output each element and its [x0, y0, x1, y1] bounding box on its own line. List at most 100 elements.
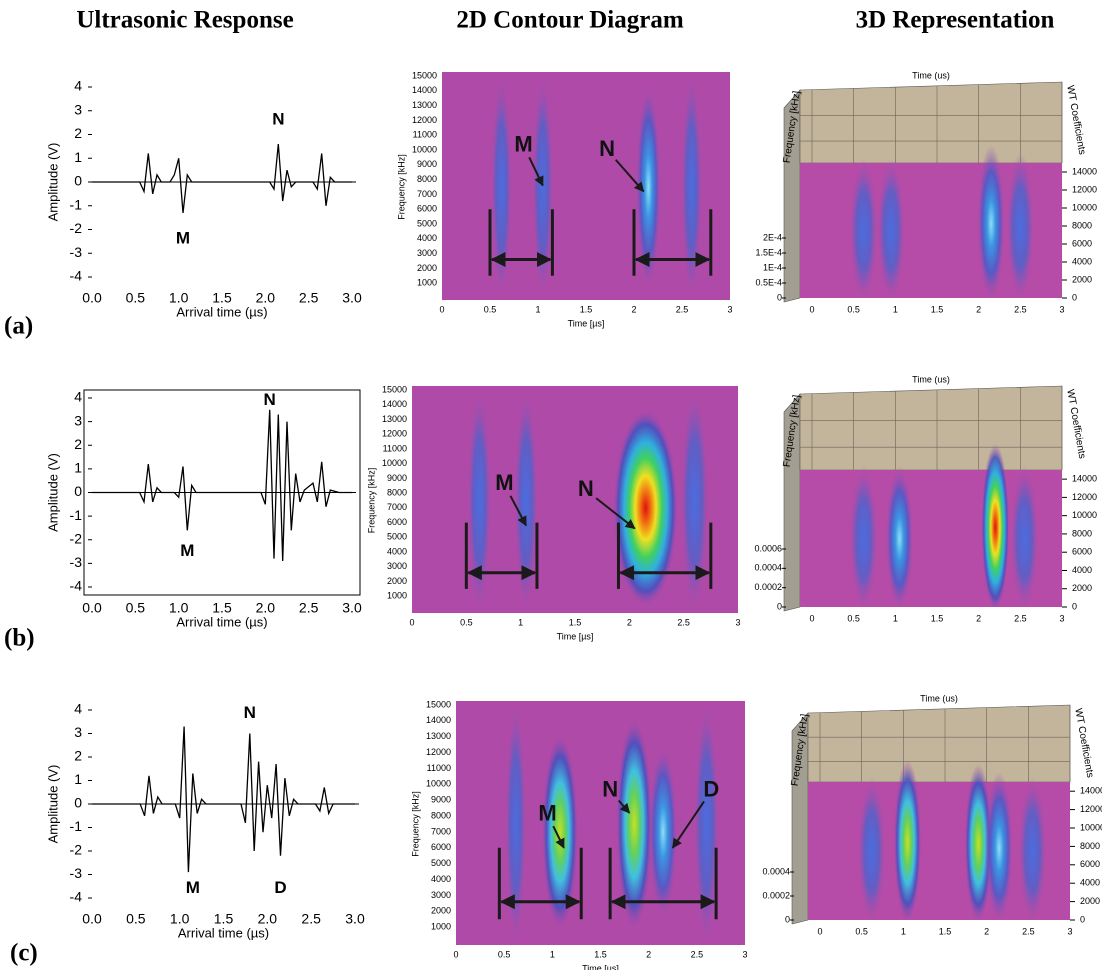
x-axis-label: Time [µs] [568, 318, 605, 328]
x-tick-label: 3 [735, 617, 740, 627]
x-tick-label: 2.5 [1022, 926, 1035, 936]
z-tick-label: 1.5E-4 [755, 247, 782, 257]
surface-peak [850, 159, 878, 302]
y-tick-label: 1000 [387, 591, 407, 601]
surface-peak [886, 466, 914, 611]
y-tick-label: 15000 [412, 70, 437, 80]
y-tick-label: 2 [74, 125, 82, 141]
y-tick-label: 4000 [431, 874, 451, 884]
annotation: M [538, 800, 556, 825]
x-tick-label: 0.0 [82, 290, 102, 306]
y-tick-label: 3000 [387, 561, 407, 571]
y-tick-label: 8000 [431, 810, 451, 820]
y-tick-label: 14000 [1072, 166, 1097, 176]
y-tick-label: 1 [74, 460, 82, 476]
y-tick-label: 12000 [1072, 184, 1097, 194]
z-tick-label: 0.0002 [754, 582, 782, 592]
x-tick-label: 2.0 [256, 600, 276, 616]
x-tick-label: 0 [809, 304, 814, 314]
y-tick-label: 10000 [1080, 822, 1102, 832]
waveform [92, 410, 352, 561]
y-tick-label: 6000 [431, 842, 451, 852]
y-tick-label: 3 [74, 101, 82, 117]
y-tick-label: 3000 [431, 890, 451, 900]
y-tick-label: 3 [74, 412, 82, 428]
annotation: M [514, 131, 532, 156]
annotation: N [272, 110, 284, 129]
annotation: D [703, 776, 719, 801]
x-tick-label: 1.5 [931, 613, 944, 623]
x-tick-label: 2 [646, 949, 651, 959]
row-label: (b) [4, 625, 35, 652]
y-tick-label: 10000 [1072, 510, 1097, 520]
figure: Ultrasonic Response 2D Contour Diagram 3… [0, 0, 1102, 970]
y-tick-label: 12000 [426, 747, 451, 757]
y-tick-label: 14000 [412, 85, 437, 95]
z-tick-label: 0.0006 [754, 543, 782, 553]
waveform [92, 727, 355, 873]
y-tick-label: 1 [74, 771, 82, 787]
y-tick-label: 11000 [383, 443, 407, 453]
x-tick-label: 2.5 [691, 949, 704, 959]
y-tick-label: 4000 [1080, 878, 1100, 888]
x-tick-label: 2.5 [1014, 304, 1027, 314]
x-tick-label: 2.5 [1014, 613, 1027, 623]
y-tick-label: 2 [74, 436, 82, 452]
y-axis-label: Frequency [kHz] [366, 468, 376, 534]
y-tick-label: 13000 [426, 731, 451, 741]
x-tick-label: 1.5 [212, 600, 232, 616]
y-tick-label: 4000 [387, 546, 407, 556]
y-tick-label: 9000 [431, 795, 451, 805]
x-tick-label: 0.5 [498, 949, 511, 959]
z-tick-label: 0 [785, 914, 790, 924]
y-tick-label: 7000 [387, 502, 407, 512]
z-axis-label: WT Coefficients [1072, 707, 1095, 778]
y-tick-label: 6000 [1072, 547, 1092, 557]
x-tick-label: 1.5 [214, 911, 234, 927]
x-axis-label: Arrival time (µs) [178, 925, 269, 940]
x-tick-label: 2 [976, 613, 981, 623]
y-tick-label: 8000 [1080, 841, 1100, 851]
y-tick-label: 2000 [1072, 274, 1092, 284]
x-tick-label: 0 [439, 304, 444, 314]
column-header: Ultrasonic Response [76, 7, 293, 34]
y-tick-label: 11000 [427, 763, 451, 773]
y-tick-label: -3 [70, 865, 83, 881]
x-tick-label: 3.0 [345, 911, 365, 927]
back-wall [800, 386, 1062, 470]
y-tick-label: 4 [74, 389, 82, 405]
y-tick-label: 3000 [417, 248, 437, 258]
y-tick-label: 8000 [1072, 528, 1092, 538]
surface-peak [977, 145, 1005, 302]
y-axis-label: Amplitude (V) [45, 765, 60, 844]
contour-blob [613, 408, 678, 607]
x-tick-label: 0.0 [82, 911, 102, 927]
y-tick-label: 8000 [1072, 220, 1092, 230]
x-tick-label: 0.5 [460, 617, 473, 627]
x-axis-label: Arrival time (µs) [176, 304, 267, 319]
z-tick-label: 0.0004 [762, 866, 790, 876]
x-tick-label: 1 [901, 926, 906, 936]
x-tick-label: 2 [627, 617, 632, 627]
x-axis-label: Time [µs] [557, 631, 594, 641]
y-axis-label: Amplitude (V) [45, 453, 60, 532]
x-tick-label: 1.0 [169, 290, 189, 306]
x-tick-label: 0.0 [82, 600, 102, 616]
back-wall [808, 705, 1070, 782]
y-tick-label: 14000 [1080, 786, 1102, 796]
x-tick-label: 1.5 [580, 304, 593, 314]
y-tick-label: 5000 [417, 218, 437, 228]
z-tick-label: 0.5E-4 [755, 277, 782, 287]
x-tick-label: 2 [631, 304, 636, 314]
x-tick-label: 0.5 [847, 304, 860, 314]
contour-blob [681, 72, 702, 301]
row-label: (a) [4, 313, 33, 340]
contour-blob [649, 745, 678, 920]
annotation: N [264, 390, 276, 409]
y-tick-label: 1000 [417, 278, 437, 288]
annotation: M [495, 470, 513, 495]
y-tick-label: 6000 [417, 204, 437, 214]
y-tick-label: 0 [74, 173, 82, 189]
y-tick-label: 12000 [1080, 804, 1102, 814]
x-tick-label: 1.5 [212, 290, 232, 306]
